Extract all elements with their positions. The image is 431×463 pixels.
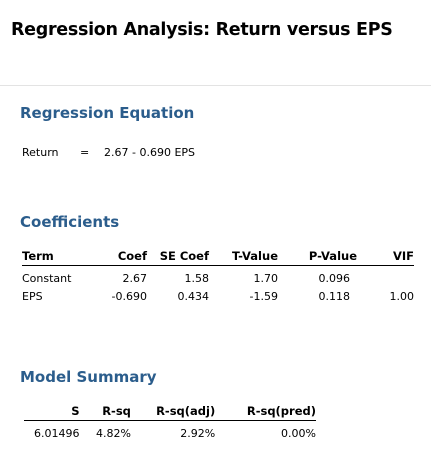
regression-equation-heading: Regression Equation xyxy=(20,104,195,122)
term-cell: EPS xyxy=(22,289,43,303)
title-divider xyxy=(0,85,431,86)
se-coef-cell: 1.58 xyxy=(184,271,210,285)
column-header: R-sq(adj) xyxy=(130,404,216,421)
t-value-cell: -1.59 xyxy=(249,289,278,303)
column-header: P-Value xyxy=(278,249,357,266)
equation-equals: = xyxy=(80,146,90,159)
column-header: R-sq(pred) xyxy=(215,404,316,421)
column-header: VIF xyxy=(357,249,414,266)
vif-cell xyxy=(357,266,414,287)
coefficients-table: Term Coef SE Coef T-Value P-Value VIF Co… xyxy=(22,249,414,304)
s-cell: 6.01496 xyxy=(34,426,80,440)
coefficients-header-row: Term Coef SE Coef T-Value P-Value VIF xyxy=(22,249,414,266)
coef-cell: -0.690 xyxy=(111,289,147,303)
se-coef-cell: 0.434 xyxy=(177,289,210,303)
regression-equation: Return = 2.67 - 0.690 EPS xyxy=(22,146,195,159)
term-cell: Constant xyxy=(22,271,72,285)
table-row: 6.01496 4.82% 2.92% 0.00% xyxy=(24,421,316,442)
column-header: SE Coef xyxy=(147,249,209,266)
r-sq-cell: 4.82% xyxy=(95,426,131,440)
table-row: EPS -0.690 0.434 -1.59 0.118 1.00 xyxy=(22,286,414,304)
p-value-cell: 0.118 xyxy=(318,289,351,303)
p-value-cell: 0.096 xyxy=(318,271,351,285)
equation-response: Return xyxy=(22,146,59,159)
table-row: Constant 2.67 1.58 1.70 0.096 xyxy=(22,266,414,287)
column-header: Term xyxy=(22,249,98,266)
r-sq-adj-cell: 2.92% xyxy=(180,426,216,440)
coefficients-heading: Coefficients xyxy=(20,213,120,231)
column-header: T-Value xyxy=(209,249,278,266)
column-header: S xyxy=(24,404,80,421)
column-header: R-sq xyxy=(79,404,131,421)
t-value-cell: 1.70 xyxy=(253,271,279,285)
page-title: Regression Analysis: Return versus EPS xyxy=(11,20,393,40)
column-header: Coef xyxy=(98,249,147,266)
model-summary-heading: Model Summary xyxy=(20,368,157,386)
vif-cell: 1.00 xyxy=(389,289,415,303)
coef-cell: 2.67 xyxy=(122,271,148,285)
r-sq-pred-cell: 0.00% xyxy=(281,426,316,440)
model-summary-header-row: S R-sq R-sq(adj) R-sq(pred) xyxy=(24,404,316,421)
equation-formula: 2.67 - 0.690 EPS xyxy=(104,146,196,159)
model-summary-table: S R-sq R-sq(adj) R-sq(pred) 6.01496 4.82… xyxy=(24,404,316,441)
